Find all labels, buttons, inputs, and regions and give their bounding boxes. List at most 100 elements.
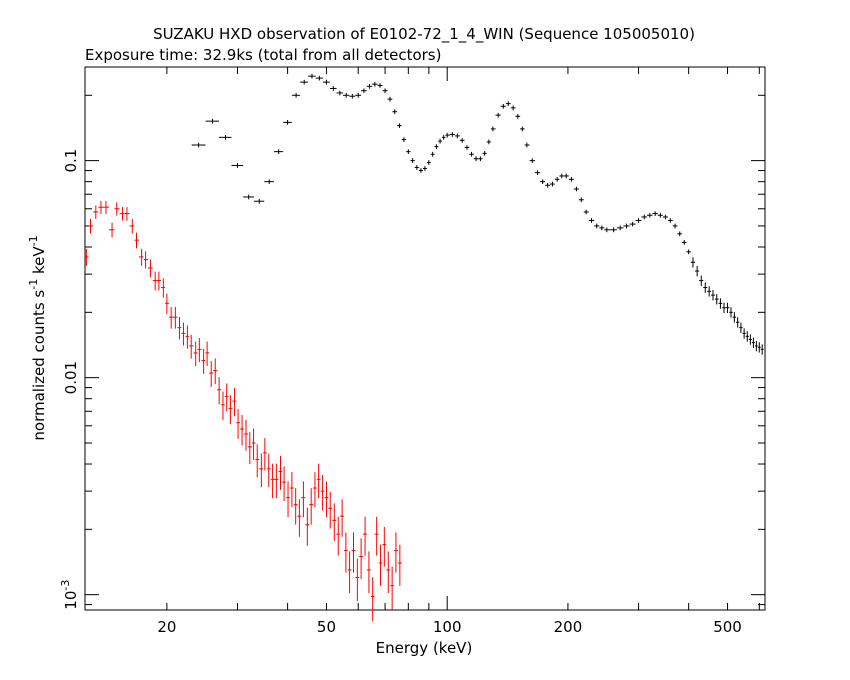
data-point (410, 158, 415, 164)
data-point (273, 149, 284, 155)
data-point (725, 302, 730, 314)
data-point (441, 135, 446, 140)
data-point (568, 176, 574, 182)
y-axis-label-exp2: -1 (27, 235, 40, 246)
data-point (414, 165, 419, 170)
data-point (219, 135, 232, 140)
data-point (349, 93, 356, 99)
data-point (478, 156, 483, 162)
y-tick-label-exp: -3 (59, 580, 72, 591)
data-point (510, 105, 516, 111)
data-point (594, 223, 600, 229)
data-point (313, 472, 317, 508)
data-point (243, 194, 255, 200)
data-point (707, 286, 712, 297)
data-point (274, 463, 279, 499)
data-point (616, 225, 624, 231)
chart-title: SUZAKU HXD observation of E0102-72_1_4_W… (153, 25, 695, 44)
data-point (181, 322, 186, 346)
data-point (374, 516, 379, 556)
y-tick-label: 0.1 (62, 149, 80, 173)
data-point (430, 151, 435, 157)
data-point (563, 173, 569, 179)
data-point (714, 294, 719, 305)
data-point (406, 149, 411, 155)
y-tick-label-base: 10 (62, 591, 80, 610)
data-point (559, 173, 564, 179)
data-point (426, 160, 431, 165)
data-point (301, 481, 306, 518)
data-point (748, 334, 752, 345)
data-point (382, 88, 388, 94)
data-point (300, 79, 309, 85)
data-point (604, 227, 611, 233)
data-point (729, 307, 733, 318)
y-axis-label-main: normalized counts s (30, 290, 48, 441)
data-point (119, 207, 125, 221)
data-point (148, 259, 153, 278)
data-point (760, 344, 764, 355)
x-tick-label: 100 (433, 618, 462, 636)
data-point (255, 444, 260, 478)
data-point (309, 488, 314, 525)
data-point (550, 181, 555, 187)
data-point (205, 118, 220, 124)
data-point (500, 103, 506, 109)
data-point (109, 222, 115, 238)
data-point (459, 138, 465, 143)
data-point (315, 75, 323, 81)
data-point (445, 132, 450, 138)
data-point (232, 387, 237, 417)
data-point (469, 151, 474, 157)
data-point (240, 414, 245, 446)
data-point (629, 221, 636, 227)
data-point (540, 179, 546, 185)
data-point (84, 248, 89, 266)
data-point (490, 126, 496, 132)
data-point (191, 142, 206, 148)
chart-subtitle: Exposure time: 32.9ks (total from all de… (85, 46, 441, 64)
data-point (699, 275, 704, 286)
data-point (554, 176, 560, 182)
data-point (686, 249, 691, 255)
data-point (464, 145, 470, 150)
data-point (114, 202, 120, 216)
data-point (397, 544, 402, 586)
data-point (328, 491, 333, 529)
data-point (745, 331, 749, 342)
data-point (657, 212, 663, 218)
data-point (93, 205, 99, 219)
data-point (316, 463, 321, 499)
data-point (662, 214, 668, 220)
data-point (305, 507, 310, 546)
data-point (103, 200, 110, 214)
data-point (201, 348, 206, 374)
data-point (382, 526, 387, 567)
data-point (573, 186, 579, 192)
data-point (286, 481, 290, 518)
y-axis-label-unit: keV (30, 246, 48, 279)
data-point (343, 92, 350, 98)
data-point (672, 223, 678, 229)
data-point (757, 342, 761, 353)
data-point (366, 551, 371, 594)
data-point (394, 532, 398, 573)
data-point (578, 197, 584, 203)
data-point (236, 408, 241, 439)
data-point (165, 293, 170, 315)
data-point (397, 123, 402, 128)
data-point (695, 265, 700, 277)
data-point (282, 466, 287, 502)
data-point (754, 340, 758, 352)
data-point (588, 218, 595, 223)
data-point (361, 88, 367, 94)
data-point (124, 207, 130, 221)
data-point (228, 395, 233, 425)
data-point (359, 538, 364, 579)
data-point (401, 137, 407, 142)
data-point (454, 133, 460, 139)
data-point (320, 475, 325, 511)
data-point (88, 218, 94, 234)
y-tick-label: 10-3 (59, 580, 80, 610)
data-point (283, 120, 292, 125)
